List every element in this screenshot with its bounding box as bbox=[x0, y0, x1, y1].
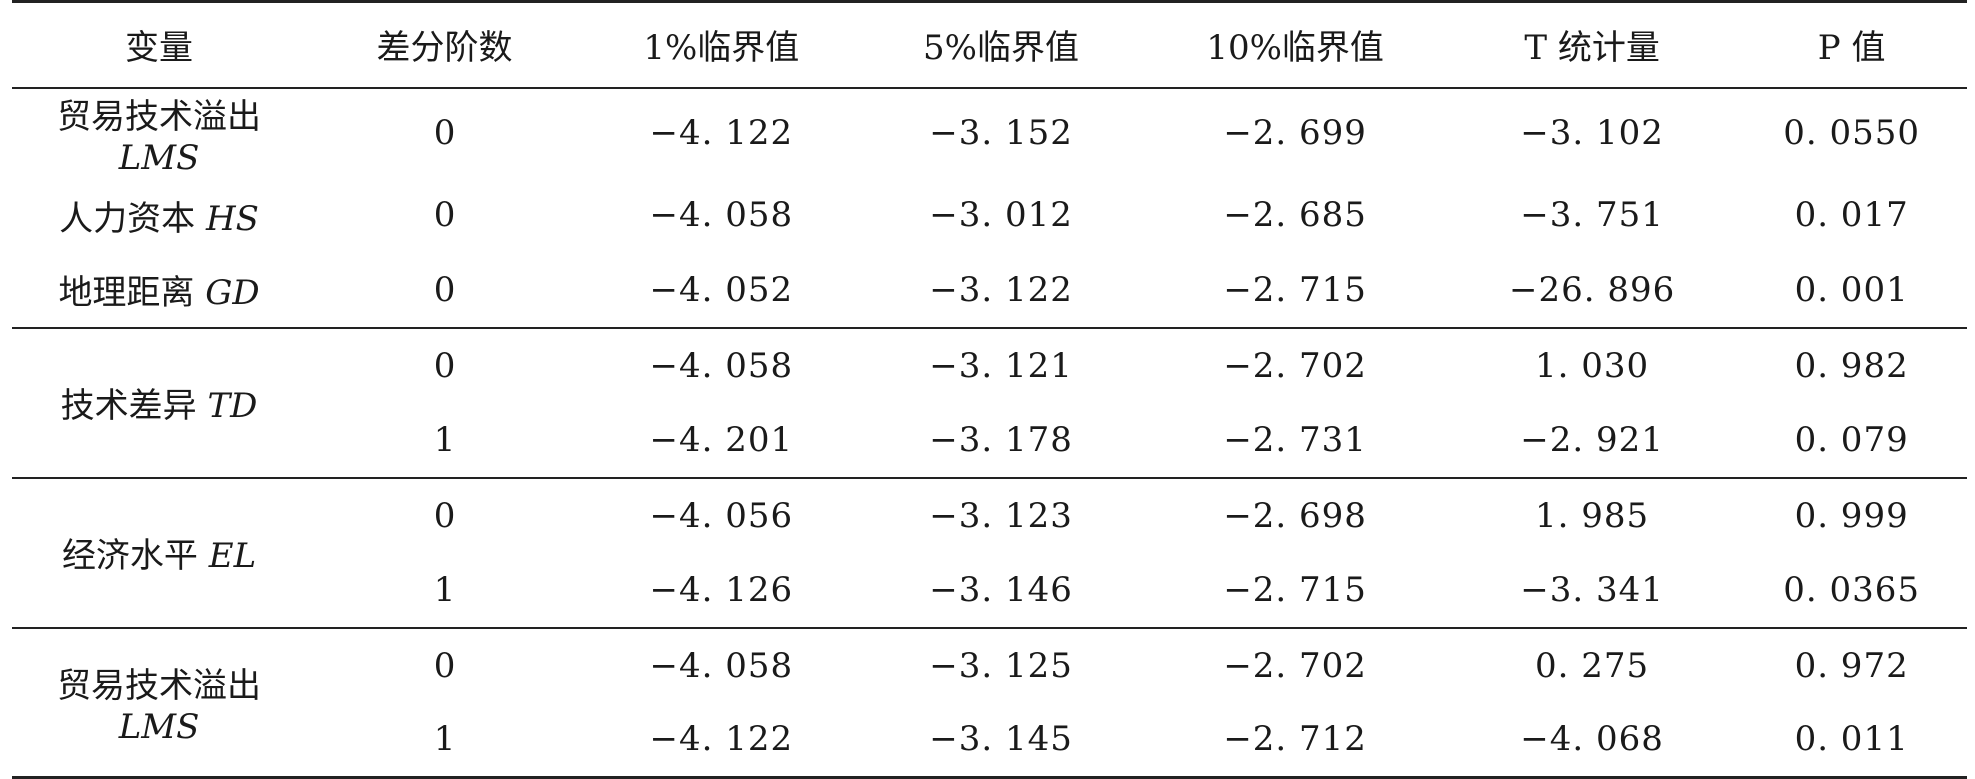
critical-5pct-cell: −3. 122 bbox=[859, 252, 1143, 329]
variable-abbr: GD bbox=[205, 273, 260, 313]
variable-name: 贸易技术溢出 bbox=[57, 96, 262, 137]
t-statistic-cell: 0. 275 bbox=[1535, 645, 1650, 686]
critical-10pct-cell: −2. 698 bbox=[1223, 495, 1367, 536]
critical-1pct-cell: −4. 058 bbox=[649, 195, 794, 235]
critical-10pct-cell: −2. 731 bbox=[1142, 402, 1448, 479]
variable-cell: 人力资本 HS bbox=[12, 178, 306, 253]
p-value-cell: 0. 0550 bbox=[1783, 113, 1921, 153]
critical-1pct-cell: −4. 058 bbox=[649, 645, 794, 686]
critical-5pct-cell: −3. 123 bbox=[929, 495, 1073, 536]
header-t-statistic: T 统计量 bbox=[1447, 0, 1737, 89]
critical-10pct-cell: −2. 685 bbox=[1223, 195, 1367, 235]
table-row: 技术差异 TD 0 −4. 058 −3. 121 −2. 702 1. 030… bbox=[12, 327, 1967, 479]
table-row: 1 −4. 201 −3. 178 −2. 731 −2. 921 0. 079 bbox=[12, 402, 1967, 479]
table-row: 1 −4. 122 −3. 145 −2. 712 −4. 068 0. 011 bbox=[12, 702, 1967, 779]
t-statistic-cell: 1. 985 bbox=[1535, 495, 1650, 536]
unit-root-test-table-container: 变量 差分阶数 1%临界值 5%临界值 10%临界值 T 统计量 P 值 贸易技… bbox=[12, 0, 1967, 779]
critical-1pct-cell: −4. 052 bbox=[582, 252, 860, 329]
unit-root-test-table: 变量 差分阶数 1%临界值 5%临界值 10%临界值 T 统计量 P 值 贸易技… bbox=[12, 0, 1967, 779]
diff-order-cell: 0 bbox=[306, 252, 583, 329]
t-statistic-cell: −3. 102 bbox=[1520, 113, 1664, 153]
header-p-value: P 值 bbox=[1736, 0, 1967, 89]
critical-1pct-cell: −4. 201 bbox=[582, 402, 860, 479]
header-critical-10pct: 10%临界值 bbox=[1142, 0, 1448, 89]
variable-cell: 贸易技术溢出 LMS bbox=[12, 627, 307, 779]
critical-10pct-cell: −2. 702 bbox=[1223, 645, 1367, 686]
variable-cell: 贸易技术溢出 LMS bbox=[12, 88, 306, 178]
critical-5pct-cell: −3. 125 bbox=[929, 645, 1073, 686]
critical-10pct-cell: −2. 699 bbox=[1223, 113, 1367, 153]
table-row: 贸易技术溢出 LMS 0 −4. 058 −3. 125 −2. 702 0. … bbox=[12, 627, 1967, 779]
t-statistic-cell: 1. 030 bbox=[1535, 345, 1650, 386]
header-diff-order: 差分阶数 bbox=[306, 0, 583, 89]
t-statistic-cell: −3. 341 bbox=[1447, 552, 1737, 629]
variable-abbr: TD bbox=[207, 386, 258, 426]
p-value-cell: 0. 982 bbox=[1794, 345, 1909, 386]
critical-5pct-cell: −3. 121 bbox=[929, 345, 1073, 386]
critical-10pct-cell: −2. 715 bbox=[1142, 252, 1448, 329]
diff-order-cell: 0 bbox=[433, 645, 456, 686]
header-critical-5pct: 5%临界值 bbox=[859, 0, 1143, 89]
diff-order-cell: 1 bbox=[306, 702, 583, 779]
variable-abbr: LMS bbox=[118, 706, 200, 747]
table-row: 1 −4. 126 −3. 146 −2. 715 −3. 341 0. 036… bbox=[12, 552, 1967, 629]
critical-5pct-cell: −3. 178 bbox=[859, 402, 1143, 479]
variable-cell: 经济水平 EL bbox=[12, 477, 307, 629]
p-value-cell: 0. 017 bbox=[1794, 195, 1909, 235]
diff-order-cell: 0 bbox=[433, 345, 456, 386]
variable-name: 地理距离 bbox=[58, 273, 195, 313]
critical-1pct-cell: −4. 126 bbox=[582, 552, 860, 629]
t-statistic-cell: −3. 751 bbox=[1520, 195, 1664, 235]
t-statistic-cell: −4. 068 bbox=[1447, 702, 1737, 779]
variable-abbr: LMS bbox=[118, 137, 200, 178]
p-value-cell: 0. 0365 bbox=[1736, 552, 1967, 629]
critical-1pct-cell: −4. 056 bbox=[649, 495, 794, 536]
variable-abbr: HS bbox=[205, 198, 259, 239]
critical-10pct-cell: −2. 702 bbox=[1223, 345, 1367, 386]
t-statistic-cell: −26. 896 bbox=[1447, 252, 1737, 329]
header-critical-1pct: 1%临界值 bbox=[582, 0, 860, 89]
p-value-cell: 0. 999 bbox=[1794, 495, 1909, 536]
critical-1pct-cell: −4. 122 bbox=[582, 702, 860, 779]
header-variable: 变量 bbox=[12, 0, 307, 89]
diff-order-cell: 0 bbox=[433, 495, 456, 536]
diff-order-cell: 1 bbox=[306, 552, 583, 629]
table-row: 贸易技术溢出 LMS 0 −4. 122 −3. 152 −2. 699 −3.… bbox=[12, 88, 1967, 178]
variable-name: 人力资本 bbox=[59, 198, 196, 239]
critical-10pct-cell: −2. 715 bbox=[1142, 552, 1448, 629]
critical-10pct-cell: −2. 712 bbox=[1142, 702, 1448, 779]
critical-5pct-cell: −3. 145 bbox=[859, 702, 1143, 779]
variable-abbr: EL bbox=[208, 536, 257, 576]
p-value-cell: 0. 011 bbox=[1736, 702, 1967, 779]
p-value-cell: 0. 079 bbox=[1736, 402, 1967, 479]
variable-cell: 地理距离 GD bbox=[12, 252, 307, 329]
table-row: 地理距离 GD 0 −4. 052 −3. 122 −2. 715 −26. 8… bbox=[12, 252, 1967, 329]
table-row: 经济水平 EL 0 −4. 056 −3. 123 −2. 698 1. 985… bbox=[12, 477, 1967, 629]
critical-1pct-cell: −4. 122 bbox=[649, 113, 794, 153]
diff-order-cell: 0 bbox=[433, 195, 456, 235]
critical-5pct-cell: −3. 146 bbox=[859, 552, 1143, 629]
variable-name: 经济水平 bbox=[61, 536, 198, 576]
header-row: 变量 差分阶数 1%临界值 5%临界值 10%临界值 T 统计量 P 值 bbox=[12, 0, 1967, 89]
p-value-cell: 0. 972 bbox=[1794, 645, 1909, 686]
variable-name: 技术差异 bbox=[60, 386, 197, 426]
diff-order-cell: 0 bbox=[433, 113, 456, 153]
p-value-cell: 0. 001 bbox=[1736, 252, 1967, 329]
t-statistic-cell: −2. 921 bbox=[1447, 402, 1737, 479]
critical-5pct-cell: −3. 012 bbox=[929, 195, 1073, 235]
critical-1pct-cell: −4. 058 bbox=[649, 345, 794, 386]
table-row: 人力资本 HS 0 −4. 058 −3. 012 −2. 685 −3. 75… bbox=[12, 178, 1967, 253]
variable-cell: 技术差异 TD bbox=[12, 327, 307, 479]
critical-5pct-cell: −3. 152 bbox=[929, 113, 1073, 153]
variable-name: 贸易技术溢出 bbox=[57, 665, 262, 706]
diff-order-cell: 1 bbox=[306, 402, 583, 479]
